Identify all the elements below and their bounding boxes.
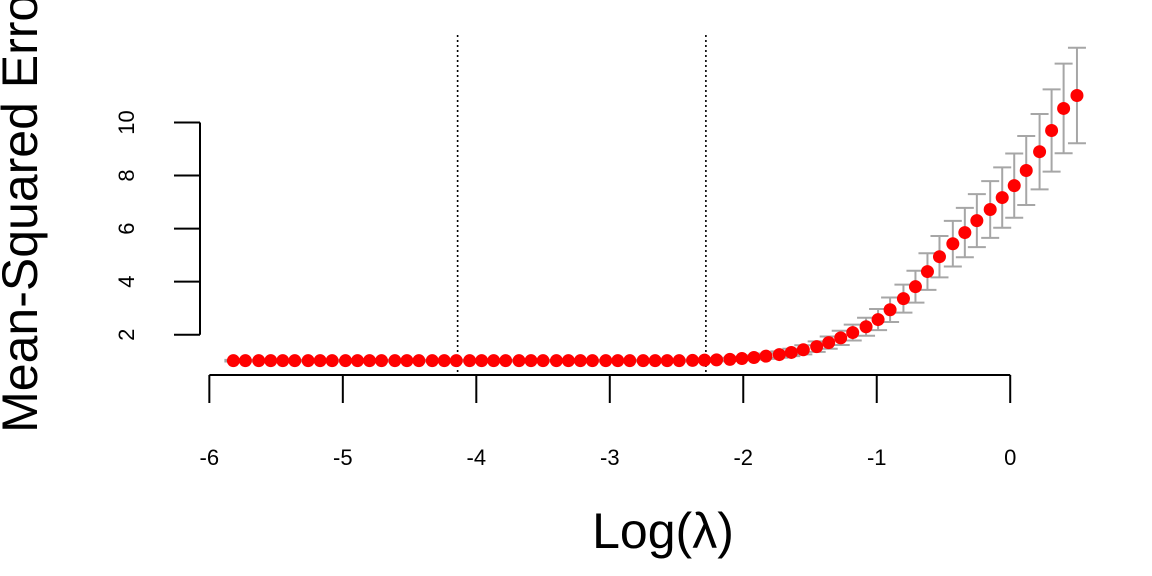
point (499, 354, 513, 368)
point (796, 343, 810, 357)
y-tick-label: 2 (114, 329, 139, 341)
point (958, 226, 972, 240)
point (834, 331, 848, 345)
x-tick-label: -3 (600, 445, 620, 470)
point (301, 354, 315, 368)
point (871, 313, 885, 327)
point (264, 354, 278, 368)
y-axis-title: Mean-Squared Error (0, 0, 48, 433)
x-tick-label: 0 (1004, 445, 1016, 470)
point (946, 237, 960, 251)
point (388, 354, 402, 368)
point (611, 354, 625, 368)
point (1045, 123, 1059, 137)
x-tick-label: -6 (200, 445, 220, 470)
point (599, 354, 613, 368)
point (660, 354, 674, 368)
point (772, 348, 786, 362)
point (475, 354, 489, 368)
point (1019, 164, 1033, 178)
point (238, 354, 252, 368)
x-tick-label: -5 (333, 445, 353, 470)
x-tick-label: -4 (467, 445, 487, 470)
point (735, 352, 749, 366)
point (487, 354, 501, 368)
point (846, 326, 860, 340)
point (995, 191, 1009, 205)
point (810, 340, 824, 354)
point (672, 354, 686, 368)
point (463, 354, 477, 368)
point (723, 352, 737, 366)
point (883, 303, 897, 317)
point (573, 354, 587, 368)
point (313, 354, 327, 368)
point (698, 353, 712, 367)
point (226, 354, 240, 368)
y-tick-label: 8 (114, 169, 139, 181)
point (400, 354, 414, 368)
point (412, 354, 426, 368)
point (1057, 101, 1071, 115)
point (747, 350, 761, 364)
point (686, 353, 700, 367)
point (512, 354, 526, 368)
point (784, 345, 798, 359)
point (920, 265, 934, 279)
point (536, 354, 550, 368)
point (276, 354, 290, 368)
point (983, 203, 997, 217)
point (759, 349, 773, 363)
point (932, 250, 946, 264)
point (1070, 88, 1084, 102)
point (375, 354, 389, 368)
x-axis-title: Log(λ) (592, 503, 734, 559)
point (288, 354, 302, 368)
y-tick-label: 10 (114, 110, 139, 134)
point (585, 354, 599, 368)
point (437, 354, 451, 368)
point (710, 353, 724, 367)
point (822, 336, 836, 350)
point (449, 354, 463, 368)
point (325, 354, 339, 368)
point (524, 354, 538, 368)
point (896, 292, 910, 306)
point (636, 354, 650, 368)
y-tick-label: 6 (114, 222, 139, 234)
point (561, 354, 575, 368)
point (549, 354, 563, 368)
point (338, 354, 352, 368)
point (252, 354, 266, 368)
point (1033, 145, 1047, 159)
point (1007, 179, 1021, 193)
point (970, 214, 984, 228)
point (648, 354, 662, 368)
point (425, 354, 439, 368)
point (351, 354, 365, 368)
y-tick-label: 4 (114, 276, 139, 288)
point (908, 280, 922, 294)
point (623, 354, 637, 368)
x-tick-label: -2 (733, 445, 753, 470)
point (363, 354, 377, 368)
x-tick-label: -1 (867, 445, 887, 470)
point (859, 320, 873, 334)
